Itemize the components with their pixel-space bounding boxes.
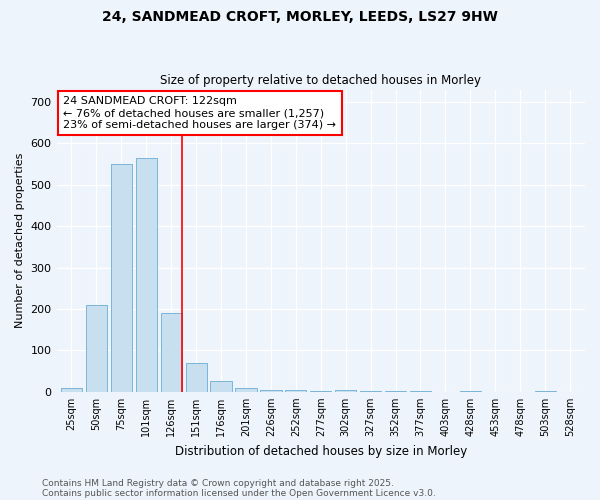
Y-axis label: Number of detached properties: Number of detached properties [15, 153, 25, 328]
Text: Contains public sector information licensed under the Open Government Licence v3: Contains public sector information licen… [42, 488, 436, 498]
Text: 24, SANDMEAD CROFT, MORLEY, LEEDS, LS27 9HW: 24, SANDMEAD CROFT, MORLEY, LEEDS, LS27 … [102, 10, 498, 24]
Bar [360, 391, 381, 392]
Title: Size of property relative to detached houses in Morley: Size of property relative to detached ho… [160, 74, 481, 87]
Bar [136, 158, 157, 392]
Bar [310, 390, 331, 392]
Bar [460, 390, 481, 392]
Text: 24 SANDMEAD CROFT: 122sqm
← 76% of detached houses are smaller (1,257)
23% of se: 24 SANDMEAD CROFT: 122sqm ← 76% of detac… [64, 96, 337, 130]
Bar [61, 388, 82, 392]
Bar [385, 391, 406, 392]
Bar [335, 390, 356, 392]
Bar [235, 388, 257, 392]
Text: Contains HM Land Registry data © Crown copyright and database right 2025.: Contains HM Land Registry data © Crown c… [42, 478, 394, 488]
Bar [211, 382, 232, 392]
Bar [111, 164, 132, 392]
Bar [260, 390, 281, 392]
Bar [185, 363, 207, 392]
Bar [161, 313, 182, 392]
Bar [535, 391, 556, 392]
X-axis label: Distribution of detached houses by size in Morley: Distribution of detached houses by size … [175, 444, 467, 458]
Bar [86, 305, 107, 392]
Bar [285, 390, 307, 392]
